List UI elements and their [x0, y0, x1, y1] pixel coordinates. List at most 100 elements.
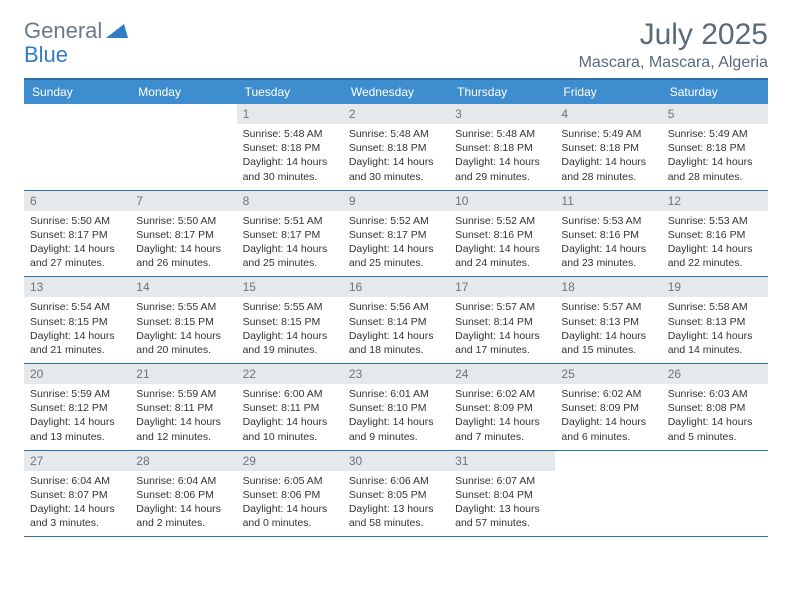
- dow-label: Saturday: [662, 80, 768, 104]
- day-cell: 1Sunrise: 5:48 AMSunset: 8:18 PMDaylight…: [237, 104, 343, 190]
- sunrise-text: Sunrise: 5:55 AM: [243, 300, 337, 314]
- daylight-text: Daylight: 14 hours and 17 minutes.: [455, 329, 549, 357]
- daylight-text: Daylight: 14 hours and 3 minutes.: [30, 502, 124, 530]
- day-cell: [24, 104, 130, 190]
- sunset-text: Sunset: 8:18 PM: [243, 141, 337, 155]
- daylight-text: Daylight: 13 hours and 57 minutes.: [455, 502, 549, 530]
- daylight-text: Daylight: 14 hours and 28 minutes.: [668, 155, 762, 183]
- day-number: [662, 451, 768, 471]
- day-info: Sunrise: 6:06 AMSunset: 8:05 PMDaylight:…: [343, 471, 449, 531]
- sunset-text: Sunset: 8:06 PM: [136, 488, 230, 502]
- sunset-text: Sunset: 8:15 PM: [243, 315, 337, 329]
- day-cell: [662, 451, 768, 537]
- daylight-text: Daylight: 14 hours and 7 minutes.: [455, 415, 549, 443]
- day-number: 8: [237, 191, 343, 211]
- day-cell: 28Sunrise: 6:04 AMSunset: 8:06 PMDayligh…: [130, 451, 236, 537]
- sunrise-text: Sunrise: 5:49 AM: [561, 127, 655, 141]
- daylight-text: Daylight: 14 hours and 13 minutes.: [30, 415, 124, 443]
- day-info: Sunrise: 5:59 AMSunset: 8:12 PMDaylight:…: [24, 384, 130, 444]
- daylight-text: Daylight: 14 hours and 9 minutes.: [349, 415, 443, 443]
- day-number: 2: [343, 104, 449, 124]
- day-cell: 11Sunrise: 5:53 AMSunset: 8:16 PMDayligh…: [555, 191, 661, 277]
- day-number: 11: [555, 191, 661, 211]
- sunset-text: Sunset: 8:15 PM: [136, 315, 230, 329]
- day-cell: 20Sunrise: 5:59 AMSunset: 8:12 PMDayligh…: [24, 364, 130, 450]
- day-cell: [555, 451, 661, 537]
- daylight-text: Daylight: 14 hours and 18 minutes.: [349, 329, 443, 357]
- sunrise-text: Sunrise: 6:05 AM: [243, 474, 337, 488]
- sunrise-text: Sunrise: 5:57 AM: [561, 300, 655, 314]
- daylight-text: Daylight: 14 hours and 0 minutes.: [243, 502, 337, 530]
- sunrise-text: Sunrise: 5:53 AM: [668, 214, 762, 228]
- sunrise-text: Sunrise: 5:54 AM: [30, 300, 124, 314]
- logo-triangle-icon: [106, 24, 128, 40]
- day-cell: 4Sunrise: 5:49 AMSunset: 8:18 PMDaylight…: [555, 104, 661, 190]
- day-number: 15: [237, 277, 343, 297]
- daylight-text: Daylight: 14 hours and 24 minutes.: [455, 242, 549, 270]
- day-number: 25: [555, 364, 661, 384]
- day-number: 24: [449, 364, 555, 384]
- day-cell: 25Sunrise: 6:02 AMSunset: 8:09 PMDayligh…: [555, 364, 661, 450]
- day-info: Sunrise: 6:05 AMSunset: 8:06 PMDaylight:…: [237, 471, 343, 531]
- sunset-text: Sunset: 8:16 PM: [455, 228, 549, 242]
- day-cell: 14Sunrise: 5:55 AMSunset: 8:15 PMDayligh…: [130, 277, 236, 363]
- week-row: 13Sunrise: 5:54 AMSunset: 8:15 PMDayligh…: [24, 277, 768, 364]
- title-block: July 2025 Mascara, Mascara, Algeria: [579, 18, 768, 72]
- sunset-text: Sunset: 8:18 PM: [561, 141, 655, 155]
- day-cell: 13Sunrise: 5:54 AMSunset: 8:15 PMDayligh…: [24, 277, 130, 363]
- sunset-text: Sunset: 8:13 PM: [668, 315, 762, 329]
- sunrise-text: Sunrise: 6:03 AM: [668, 387, 762, 401]
- sunset-text: Sunset: 8:11 PM: [136, 401, 230, 415]
- day-info: Sunrise: 5:48 AMSunset: 8:18 PMDaylight:…: [449, 124, 555, 184]
- day-info: Sunrise: 5:50 AMSunset: 8:17 PMDaylight:…: [130, 211, 236, 271]
- sunset-text: Sunset: 8:09 PM: [561, 401, 655, 415]
- sunrise-text: Sunrise: 5:50 AM: [136, 214, 230, 228]
- sunset-text: Sunset: 8:12 PM: [30, 401, 124, 415]
- daylight-text: Daylight: 14 hours and 19 minutes.: [243, 329, 337, 357]
- day-info: Sunrise: 6:02 AMSunset: 8:09 PMDaylight:…: [555, 384, 661, 444]
- day-info: Sunrise: 6:02 AMSunset: 8:09 PMDaylight:…: [449, 384, 555, 444]
- day-number: 10: [449, 191, 555, 211]
- daylight-text: Daylight: 14 hours and 30 minutes.: [349, 155, 443, 183]
- daylight-text: Daylight: 14 hours and 12 minutes.: [136, 415, 230, 443]
- sunset-text: Sunset: 8:08 PM: [668, 401, 762, 415]
- daylight-text: Daylight: 14 hours and 27 minutes.: [30, 242, 124, 270]
- day-number: 18: [555, 277, 661, 297]
- sunrise-text: Sunrise: 5:48 AM: [243, 127, 337, 141]
- sunrise-text: Sunrise: 6:01 AM: [349, 387, 443, 401]
- sunrise-text: Sunrise: 6:02 AM: [561, 387, 655, 401]
- dow-label: Friday: [555, 80, 661, 104]
- sunset-text: Sunset: 8:06 PM: [243, 488, 337, 502]
- sunrise-text: Sunrise: 5:53 AM: [561, 214, 655, 228]
- sunset-text: Sunset: 8:15 PM: [30, 315, 124, 329]
- day-number: 21: [130, 364, 236, 384]
- day-number: 20: [24, 364, 130, 384]
- sunrise-text: Sunrise: 5:57 AM: [455, 300, 549, 314]
- daylight-text: Daylight: 14 hours and 6 minutes.: [561, 415, 655, 443]
- sunrise-text: Sunrise: 6:02 AM: [455, 387, 549, 401]
- sunset-text: Sunset: 8:10 PM: [349, 401, 443, 415]
- day-cell: 29Sunrise: 6:05 AMSunset: 8:06 PMDayligh…: [237, 451, 343, 537]
- sunrise-text: Sunrise: 5:59 AM: [136, 387, 230, 401]
- day-number: 27: [24, 451, 130, 471]
- sunset-text: Sunset: 8:14 PM: [455, 315, 549, 329]
- sunset-text: Sunset: 8:04 PM: [455, 488, 549, 502]
- sunset-text: Sunset: 8:17 PM: [243, 228, 337, 242]
- day-number: 13: [24, 277, 130, 297]
- day-cell: 3Sunrise: 5:48 AMSunset: 8:18 PMDaylight…: [449, 104, 555, 190]
- dow-label: Monday: [130, 80, 236, 104]
- daylight-text: Daylight: 14 hours and 5 minutes.: [668, 415, 762, 443]
- day-number: [130, 104, 236, 124]
- day-info: Sunrise: 5:48 AMSunset: 8:18 PMDaylight:…: [343, 124, 449, 184]
- day-number: 22: [237, 364, 343, 384]
- day-cell: [130, 104, 236, 190]
- day-cell: 18Sunrise: 5:57 AMSunset: 8:13 PMDayligh…: [555, 277, 661, 363]
- day-info: Sunrise: 5:58 AMSunset: 8:13 PMDaylight:…: [662, 297, 768, 357]
- dow-row: SundayMondayTuesdayWednesdayThursdayFrid…: [24, 80, 768, 104]
- sunset-text: Sunset: 8:18 PM: [455, 141, 549, 155]
- daylight-text: Daylight: 14 hours and 29 minutes.: [455, 155, 549, 183]
- day-cell: 16Sunrise: 5:56 AMSunset: 8:14 PMDayligh…: [343, 277, 449, 363]
- day-cell: 31Sunrise: 6:07 AMSunset: 8:04 PMDayligh…: [449, 451, 555, 537]
- dow-label: Thursday: [449, 80, 555, 104]
- day-cell: 15 Sunrise: 5:55 AMSunset: 8:15 PMDayligh…: [237, 277, 343, 363]
